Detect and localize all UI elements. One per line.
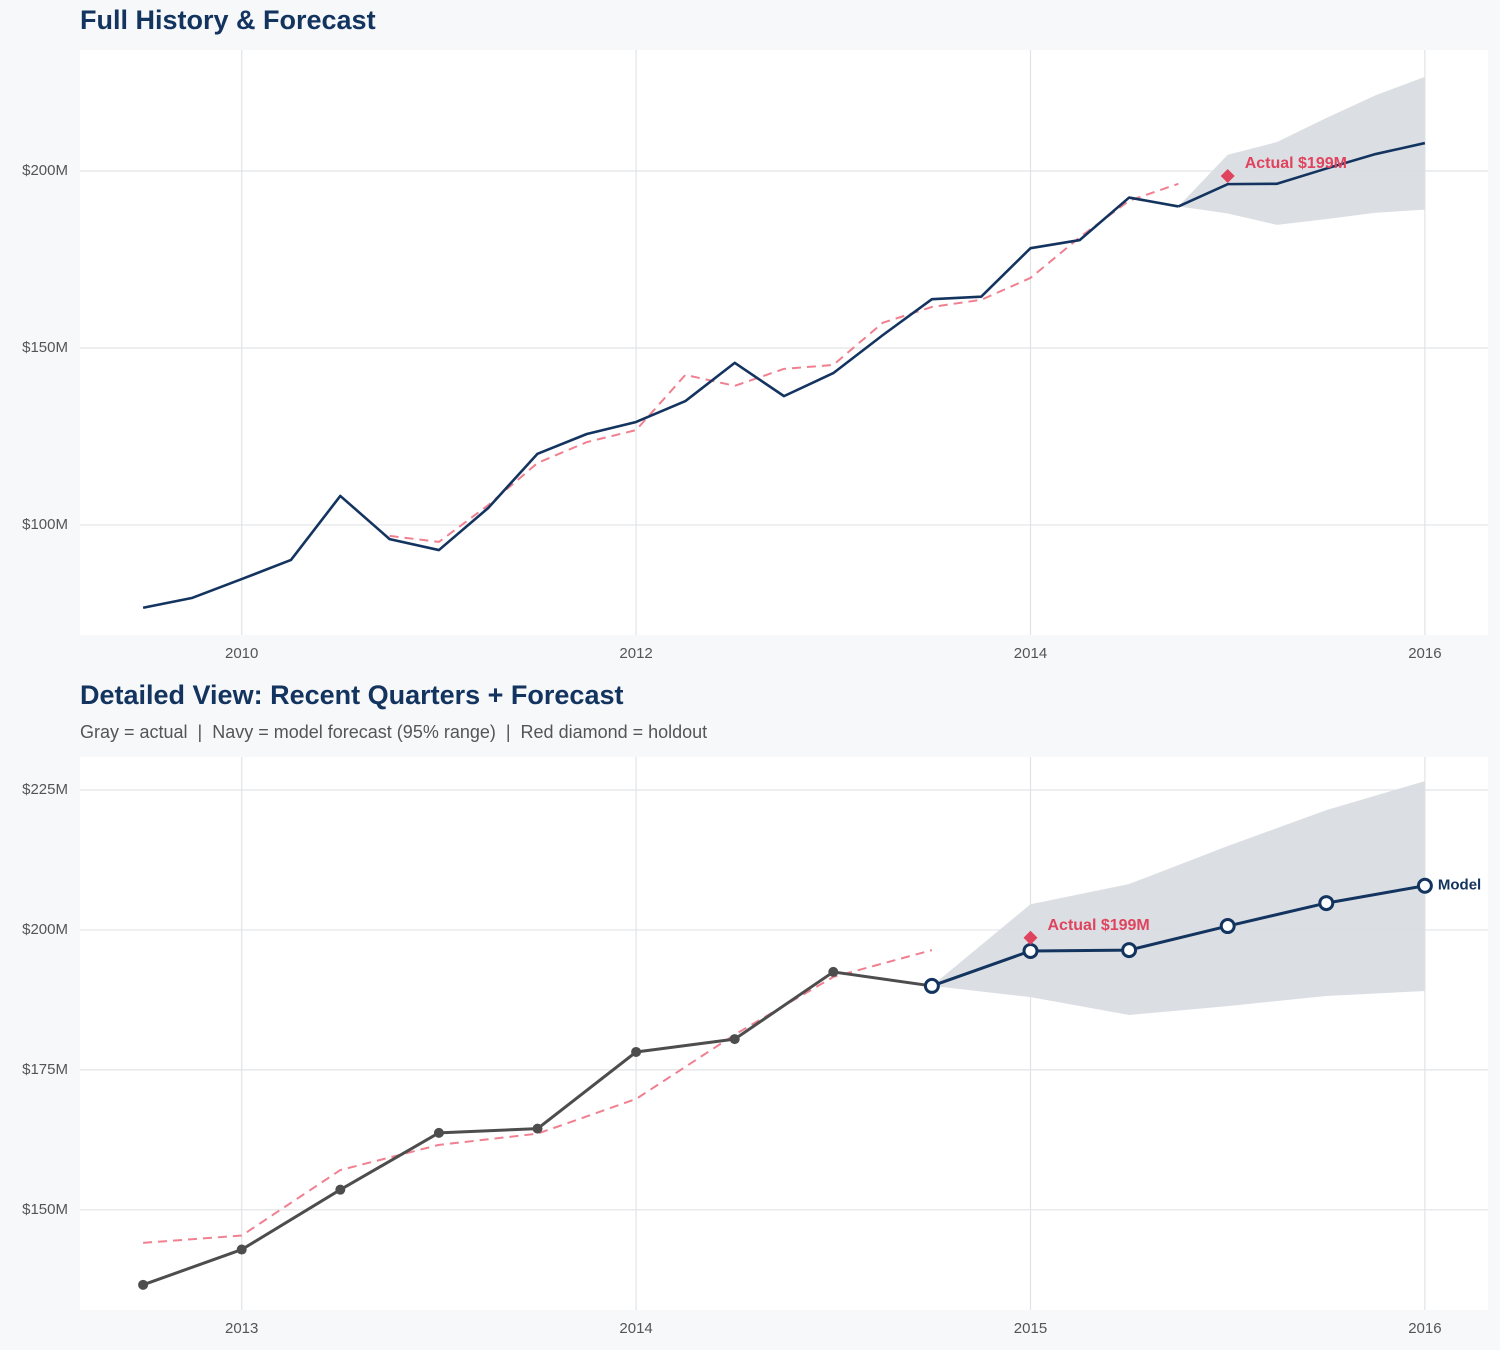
y-tick-label: $150M [22, 1201, 68, 1218]
series-line [143, 949, 933, 1244]
x-tick-label: 2012 [619, 645, 652, 662]
annotation: Actual $199M [1245, 155, 1347, 172]
y-tick-label: $100M [22, 516, 68, 533]
series-marker [828, 966, 839, 977]
series-marker [631, 1046, 642, 1057]
y-tick-label: $225M [22, 781, 68, 798]
plot-area [80, 50, 1488, 635]
series-marker [1416, 877, 1433, 894]
y-tick-label: $150M [22, 339, 68, 356]
series-marker [1219, 918, 1236, 935]
chart-title: Detailed View: Recent Quarters + Forecas… [80, 680, 623, 710]
series-marker [729, 1034, 740, 1045]
series-line [142, 196, 1179, 610]
holdout-diamond [1023, 930, 1038, 945]
series-marker [236, 1244, 247, 1255]
series-marker [433, 1127, 444, 1138]
chart-title: Full History & Forecast [80, 5, 376, 35]
series-marker [1022, 942, 1039, 959]
forecast-band [931, 781, 1425, 1016]
series-marker [335, 1184, 346, 1195]
x-tick-label: 2014 [1014, 645, 1047, 662]
holdout-diamond [1220, 168, 1235, 183]
forecast-band [1178, 76, 1425, 225]
chart-subtitle: Gray = actual | Navy = model forecast (9… [80, 722, 707, 742]
y-tick-label: $175M [22, 1061, 68, 1078]
x-tick-label: 2014 [619, 1320, 652, 1337]
x-tick-label: 2015 [1014, 1320, 1047, 1337]
series-line [389, 182, 1179, 543]
x-tick-label: 2010 [225, 645, 258, 662]
x-tick-label: 2016 [1408, 645, 1441, 662]
x-tick-label: 2013 [225, 1320, 258, 1337]
y-tick-label: $200M [22, 162, 68, 179]
series-marker [138, 1279, 149, 1290]
series-line [931, 884, 1426, 988]
series-marker [1318, 895, 1335, 912]
x-tick-label: 2016 [1408, 1320, 1441, 1337]
series-label: Model [1438, 877, 1481, 894]
series-marker [532, 1123, 543, 1134]
series-marker [923, 977, 940, 994]
annotation: Actual $199M [1047, 917, 1149, 934]
series-line [1177, 141, 1426, 208]
y-tick-label: $200M [22, 921, 68, 938]
series-marker [1121, 942, 1138, 959]
